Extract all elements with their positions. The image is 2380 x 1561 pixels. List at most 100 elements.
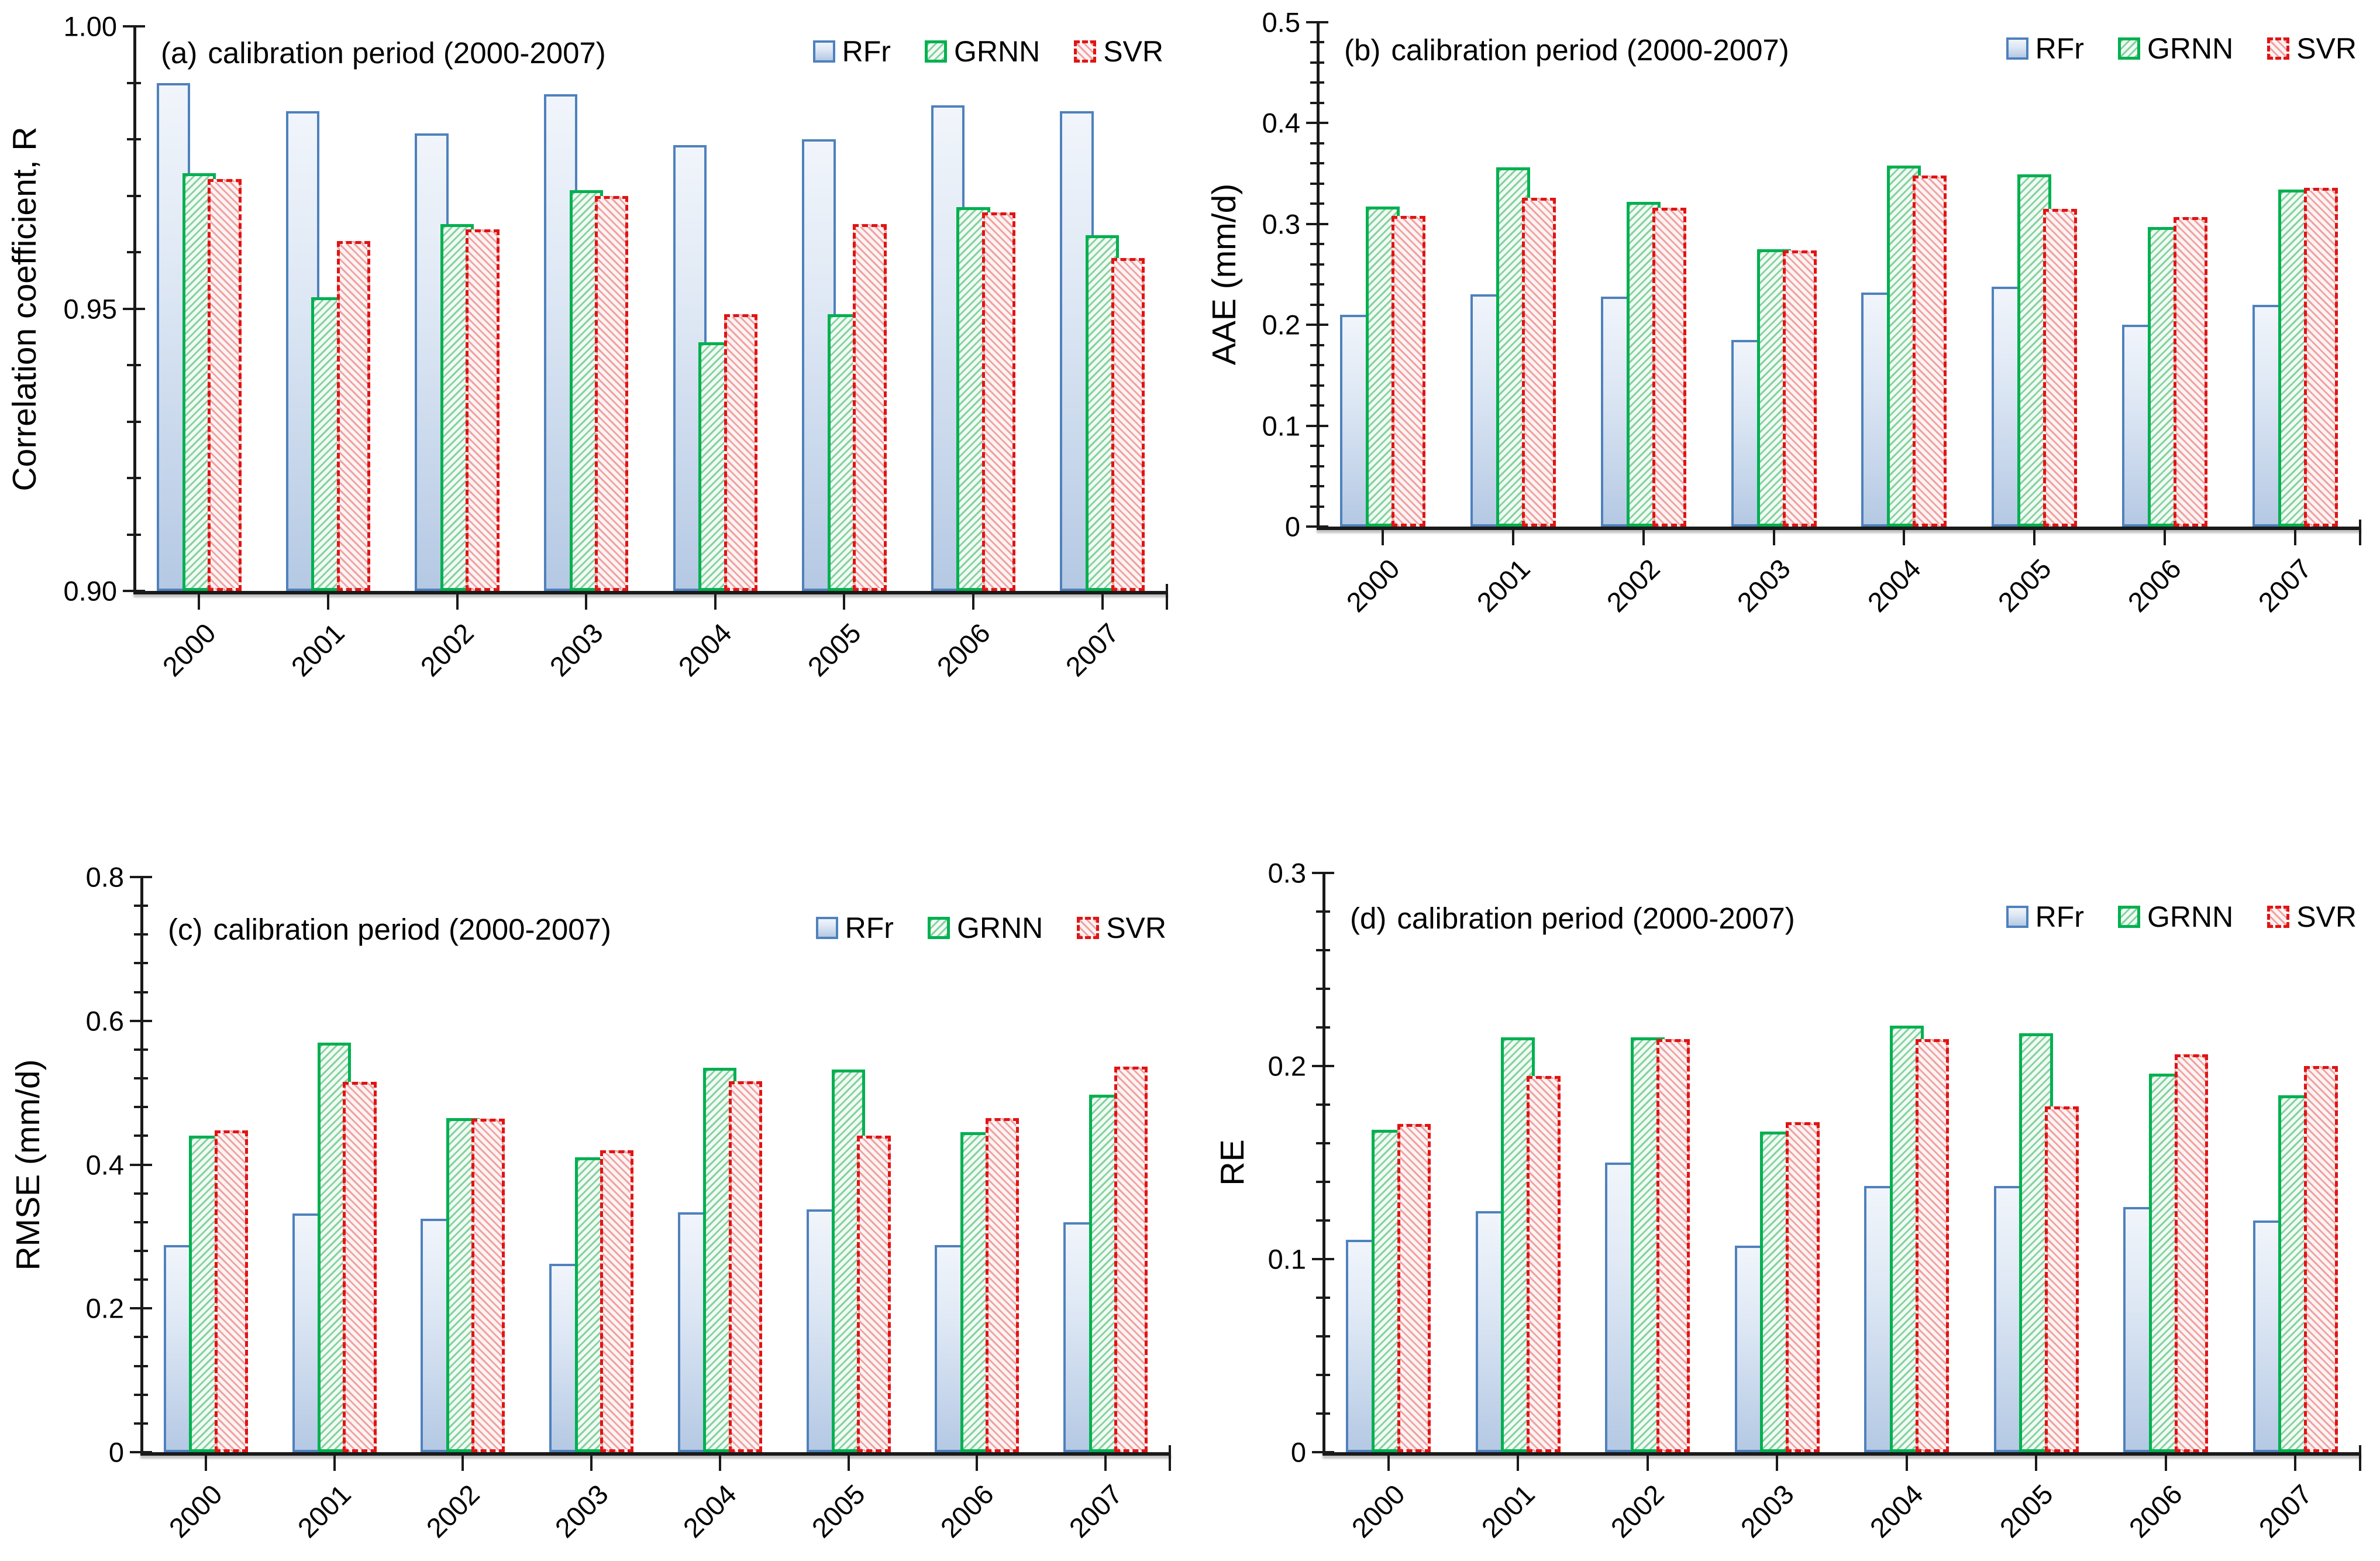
legend-swatch-grnn-icon	[927, 917, 950, 939]
x-category-label: 2000	[1345, 1478, 1411, 1544]
bar-svr-2000	[1397, 1124, 1431, 1452]
x-tick	[326, 594, 329, 610]
y-minor-tick	[1310, 465, 1324, 467]
y-minor-tick	[1316, 949, 1330, 951]
y-minor-tick	[1310, 404, 1324, 407]
legend-b: RFr GRNN SVR	[2006, 32, 2357, 66]
y-minor-tick	[134, 1220, 148, 1223]
x-category-label: 2006	[934, 1478, 1000, 1544]
x-category-label: 2006	[2121, 552, 2188, 618]
x-tick	[1903, 530, 1906, 545]
legend-item-grnn: GRNN	[2117, 900, 2233, 934]
x-tick	[1512, 530, 1515, 545]
x-tick	[461, 1456, 464, 1471]
x-tick	[1101, 594, 1104, 610]
legend-item-grnn: GRNN	[2117, 32, 2234, 66]
legend-swatch-rfr-icon	[815, 917, 838, 939]
x-category-label: 2003	[1734, 1478, 1800, 1544]
y-major-tick	[130, 1019, 152, 1022]
y-major-tick	[130, 876, 152, 878]
y-minor-tick	[1316, 1142, 1330, 1144]
legend-label-rfr: RFr	[842, 35, 891, 68]
legend-label-grnn: GRNN	[956, 912, 1043, 944]
y-minor-tick	[134, 1393, 148, 1396]
y-minor-tick	[127, 194, 141, 197]
y-minor-tick	[127, 533, 141, 536]
x-category-label: 2004	[677, 1478, 743, 1544]
y-major-tick	[130, 1307, 152, 1310]
bar-svr-2007	[2304, 1066, 2338, 1452]
plot-area-d: 0 0.1 0.2 0.3 2000 2001 2002 2003 2004 2005 2006 20…	[1190, 780, 2380, 1561]
legend-label-rfr: RFr	[845, 912, 894, 944]
legend-swatch-svr-icon	[1077, 917, 1100, 939]
bar-svr-2007	[2303, 187, 2338, 527]
y-minor-tick	[1310, 182, 1324, 185]
y-minor-tick	[134, 1077, 148, 1080]
x-category-label: 2005	[805, 1478, 871, 1544]
y-minor-tick	[134, 905, 148, 907]
x-category-label: 2007	[1062, 1478, 1128, 1544]
y-minor-tick	[134, 962, 148, 965]
x-axis-line	[1317, 527, 2361, 530]
x-axis-line	[1322, 1452, 2361, 1456]
y-major-tick	[1306, 222, 1328, 225]
legend-item-rfr: RFr	[815, 911, 894, 945]
legend-swatch-rfr-icon	[812, 40, 835, 63]
bar-svr-2001	[1522, 197, 1556, 527]
bar-svr-2003	[1782, 250, 1817, 527]
panel-title-text-b: calibration period (2000-2007)	[1391, 33, 1789, 67]
x-category-label: 2000	[163, 1478, 229, 1544]
y-minor-tick	[134, 1249, 148, 1252]
x-category-label: 2001	[291, 1478, 357, 1544]
legend-item-grnn: GRNN	[927, 911, 1043, 945]
bar-svr-2005	[857, 1136, 891, 1452]
plot-area-b: 0 0.1 0.2 0.3 0.4 0.5 2000 2001 2002 2003 2004 2005…	[1190, 0, 2380, 780]
y-minor-tick	[1310, 485, 1324, 488]
legend-item-svr: SVR	[2267, 32, 2357, 66]
y-minor-tick	[127, 364, 141, 366]
y-minor-tick	[1310, 243, 1324, 246]
y-tick-label: 0.2	[1268, 1050, 1306, 1082]
y-minor-tick	[1310, 505, 1324, 508]
y-minor-tick	[1310, 101, 1324, 104]
y-major-tick	[1306, 525, 1328, 528]
legend-swatch-grnn-icon	[2117, 37, 2140, 60]
y-minor-tick	[1316, 1297, 1330, 1299]
y-minor-tick	[1310, 303, 1324, 306]
bar-svr-2006	[986, 1118, 1019, 1452]
bar-svr-2005	[2045, 1106, 2079, 1452]
x-category-label: 2003	[548, 1478, 614, 1544]
x-tick	[714, 594, 717, 610]
bar-svr-2002	[1656, 1039, 1690, 1452]
x-category-label: 2005	[1991, 552, 2057, 618]
x-tick	[2033, 530, 2036, 545]
y-major-tick	[130, 1163, 152, 1166]
y-minor-tick	[1316, 1181, 1330, 1183]
y-tick-label: 1.00	[63, 11, 117, 42]
legend-swatch-svr-icon	[2267, 37, 2290, 60]
bar-svr-2000	[1392, 216, 1426, 527]
legend-label-rfr: RFr	[2035, 32, 2084, 65]
bar-svr-2002	[466, 229, 500, 591]
y-minor-tick	[134, 933, 148, 936]
x-category-label: 2005	[801, 617, 867, 683]
y-major-tick	[1306, 21, 1328, 23]
panel-title-b: (b) calibration period (2000-2007)	[1344, 33, 1789, 67]
bar-svr-2006	[2174, 1054, 2209, 1452]
y-major-tick	[1312, 1065, 1334, 1067]
y-minor-tick	[134, 1336, 148, 1339]
legend-swatch-rfr-icon	[2006, 37, 2028, 60]
panel-letter-b: (b)	[1344, 33, 1381, 67]
y-tick-label: 0.4	[85, 1149, 124, 1180]
plot-area-c: 0 0.2 0.4 0.6 0.8 2000 2001 2002 2003 2004 2005 200…	[0, 780, 1190, 1561]
bar-svr-2007	[1111, 257, 1145, 591]
x-axis-line	[133, 591, 1168, 594]
bar-svr-2007	[1114, 1067, 1148, 1452]
x-axis-line	[140, 1452, 1171, 1456]
legend-label-grnn: GRNN	[2147, 32, 2234, 65]
y-tick-label: 0.90	[63, 575, 117, 607]
y-major-tick	[1312, 872, 1334, 874]
y-tick-label: 0.2	[1262, 309, 1300, 341]
bar-svr-2004	[728, 1081, 762, 1452]
x-tick	[590, 1456, 593, 1471]
